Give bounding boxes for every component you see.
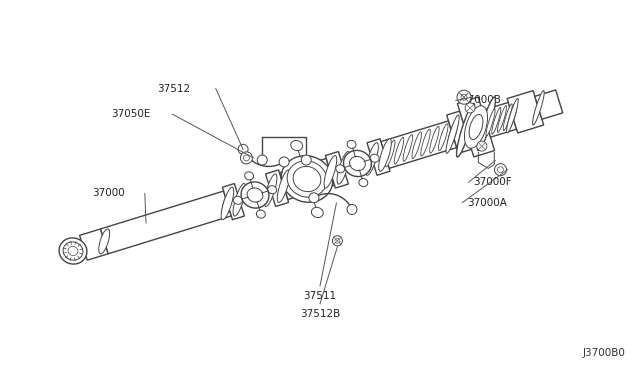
- Ellipse shape: [244, 172, 253, 180]
- Ellipse shape: [459, 111, 472, 149]
- Circle shape: [465, 103, 475, 113]
- Ellipse shape: [447, 121, 458, 148]
- Circle shape: [497, 167, 504, 173]
- Text: 37000B: 37000B: [461, 96, 500, 105]
- Polygon shape: [325, 151, 348, 188]
- Ellipse shape: [394, 137, 404, 164]
- Ellipse shape: [268, 186, 276, 194]
- Polygon shape: [367, 139, 390, 175]
- Ellipse shape: [287, 161, 327, 197]
- Ellipse shape: [385, 140, 395, 167]
- Circle shape: [238, 144, 248, 154]
- Ellipse shape: [532, 90, 544, 125]
- Ellipse shape: [486, 109, 495, 136]
- Ellipse shape: [359, 179, 368, 187]
- Circle shape: [461, 94, 467, 100]
- Circle shape: [332, 236, 342, 246]
- Circle shape: [279, 157, 289, 167]
- Text: 37000F: 37000F: [474, 177, 512, 187]
- Ellipse shape: [370, 154, 379, 162]
- Circle shape: [477, 141, 487, 151]
- Ellipse shape: [257, 210, 266, 218]
- Polygon shape: [458, 97, 495, 157]
- Text: 37000A: 37000A: [467, 198, 507, 208]
- Polygon shape: [100, 191, 231, 254]
- Polygon shape: [535, 90, 563, 119]
- Circle shape: [347, 205, 357, 215]
- Ellipse shape: [379, 139, 391, 171]
- Text: 37511: 37511: [303, 291, 337, 301]
- Ellipse shape: [507, 99, 518, 133]
- Polygon shape: [381, 121, 457, 169]
- Ellipse shape: [446, 115, 459, 153]
- Ellipse shape: [336, 165, 345, 173]
- Ellipse shape: [337, 151, 349, 184]
- Ellipse shape: [99, 229, 109, 254]
- Ellipse shape: [281, 156, 333, 202]
- Text: 37050E: 37050E: [111, 109, 150, 119]
- Circle shape: [495, 164, 506, 176]
- Circle shape: [257, 155, 268, 165]
- Circle shape: [309, 193, 319, 203]
- Ellipse shape: [438, 124, 448, 151]
- Ellipse shape: [508, 102, 517, 129]
- Ellipse shape: [264, 174, 277, 206]
- Ellipse shape: [403, 135, 413, 161]
- Ellipse shape: [365, 143, 378, 175]
- Ellipse shape: [477, 97, 495, 151]
- Ellipse shape: [293, 166, 321, 192]
- Ellipse shape: [68, 247, 78, 256]
- Circle shape: [457, 90, 471, 104]
- Ellipse shape: [344, 150, 371, 177]
- Ellipse shape: [503, 104, 512, 131]
- Ellipse shape: [347, 140, 356, 148]
- Ellipse shape: [277, 170, 290, 202]
- Ellipse shape: [233, 183, 246, 216]
- Ellipse shape: [420, 129, 430, 156]
- Polygon shape: [447, 111, 472, 153]
- Ellipse shape: [492, 108, 501, 134]
- Ellipse shape: [429, 126, 439, 153]
- Ellipse shape: [222, 191, 233, 216]
- Text: J3700B0: J3700B0: [582, 348, 625, 358]
- Polygon shape: [507, 91, 544, 133]
- Ellipse shape: [247, 188, 263, 202]
- Ellipse shape: [59, 238, 87, 264]
- Polygon shape: [483, 102, 516, 137]
- Ellipse shape: [241, 182, 269, 208]
- Circle shape: [301, 155, 311, 165]
- Ellipse shape: [456, 103, 475, 157]
- Text: 37000: 37000: [92, 189, 125, 198]
- Polygon shape: [314, 158, 335, 189]
- Ellipse shape: [324, 155, 337, 188]
- Ellipse shape: [497, 106, 506, 132]
- Text: 37512B: 37512B: [300, 309, 340, 319]
- Ellipse shape: [469, 115, 483, 140]
- Circle shape: [241, 152, 252, 164]
- Ellipse shape: [349, 156, 365, 171]
- Polygon shape: [266, 170, 289, 206]
- Ellipse shape: [291, 141, 303, 151]
- Ellipse shape: [221, 187, 234, 220]
- Polygon shape: [280, 169, 301, 200]
- Circle shape: [335, 238, 340, 243]
- Polygon shape: [223, 183, 244, 220]
- Polygon shape: [79, 229, 108, 260]
- Ellipse shape: [465, 106, 488, 148]
- Ellipse shape: [63, 242, 83, 260]
- Ellipse shape: [412, 132, 422, 158]
- Text: 37512: 37512: [157, 84, 191, 93]
- Ellipse shape: [312, 207, 323, 218]
- Circle shape: [243, 155, 250, 161]
- Ellipse shape: [234, 196, 243, 204]
